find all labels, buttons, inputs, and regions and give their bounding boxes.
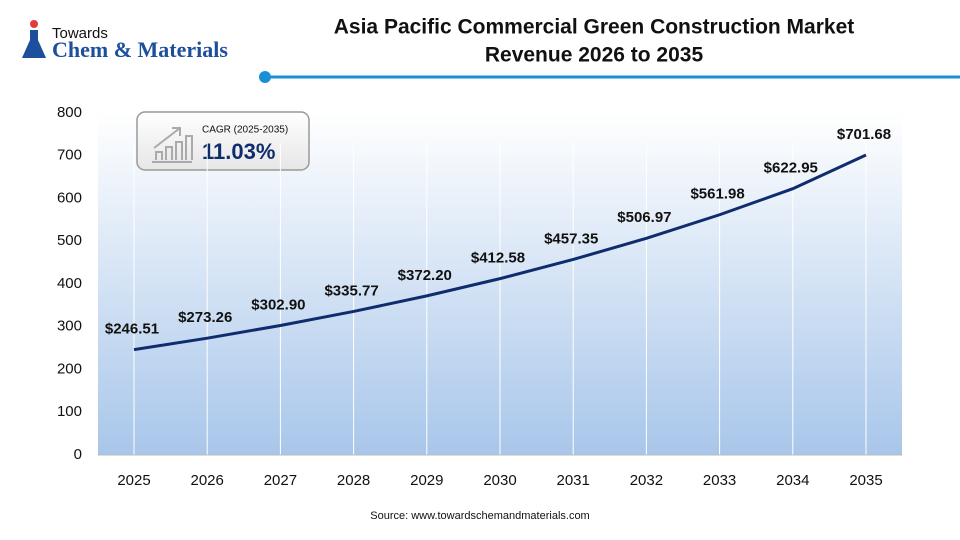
chart-title: Revenue 2026 to 2035 [485, 44, 704, 67]
brand-name: Chem & Materials [52, 37, 228, 62]
x-tick-label: 2025 [117, 472, 150, 489]
cagr-icon [152, 127, 193, 163]
y-tick-label: 800 [57, 104, 82, 121]
cagr-frame [136, 111, 310, 171]
x-tick-label: 2033 [703, 472, 736, 489]
value-label: $246.51 [105, 321, 159, 338]
value-label: $457.35 [544, 230, 598, 247]
x-tick-label: 2032 [630, 472, 663, 489]
y-tick-label: 500 [57, 232, 82, 249]
value-label: $372.20 [398, 267, 452, 284]
y-tick-label: 0 [74, 446, 82, 463]
value-label: $561.98 [690, 186, 744, 203]
value-label: $273.26 [178, 309, 232, 326]
cagr-box: CAGR (2025-2035) 11.03% [136, 111, 310, 171]
y-tick-label: 700 [57, 147, 82, 164]
y-tick-label: 400 [57, 275, 82, 292]
source: Source: www.towardschemandmaterials.com [370, 510, 589, 522]
y-tick-label: 100 [57, 403, 82, 420]
y-tick-label: 200 [57, 360, 82, 377]
x-tick-label: 2034 [776, 472, 809, 489]
y-tick-label: 600 [57, 189, 82, 206]
title-rule-dot [259, 71, 271, 83]
value-label: $622.95 [764, 160, 818, 177]
y-tick-label: 300 [57, 318, 82, 335]
value-label: $412.58 [471, 250, 525, 267]
line [133, 153, 867, 352]
value-label: $335.77 [324, 282, 378, 299]
logo-icon [22, 30, 46, 58]
value-label: $506.97 [617, 209, 671, 226]
logo-dot [30, 20, 38, 28]
brand-top: Towards [52, 25, 108, 42]
x-tick-label: 2029 [410, 472, 443, 489]
chart-title: Asia Pacific Commercial Green Constructi… [334, 16, 855, 39]
logo: Towards Chem & Materials [22, 20, 228, 62]
value-label: $701.68 [837, 126, 891, 143]
x-tick-label: 2028 [337, 472, 370, 489]
value-label: $302.90 [251, 296, 305, 313]
x-tick-label: 2030 [483, 472, 516, 489]
x-tick-label: 2035 [849, 472, 882, 489]
x-tick-label: 2031 [557, 472, 590, 489]
x-tick-label: 2026 [191, 472, 224, 489]
cagr-label: CAGR (2025-2035) [202, 125, 288, 136]
x-tick-label: 2027 [264, 472, 297, 489]
cagr-value: 11.03% [202, 139, 275, 164]
